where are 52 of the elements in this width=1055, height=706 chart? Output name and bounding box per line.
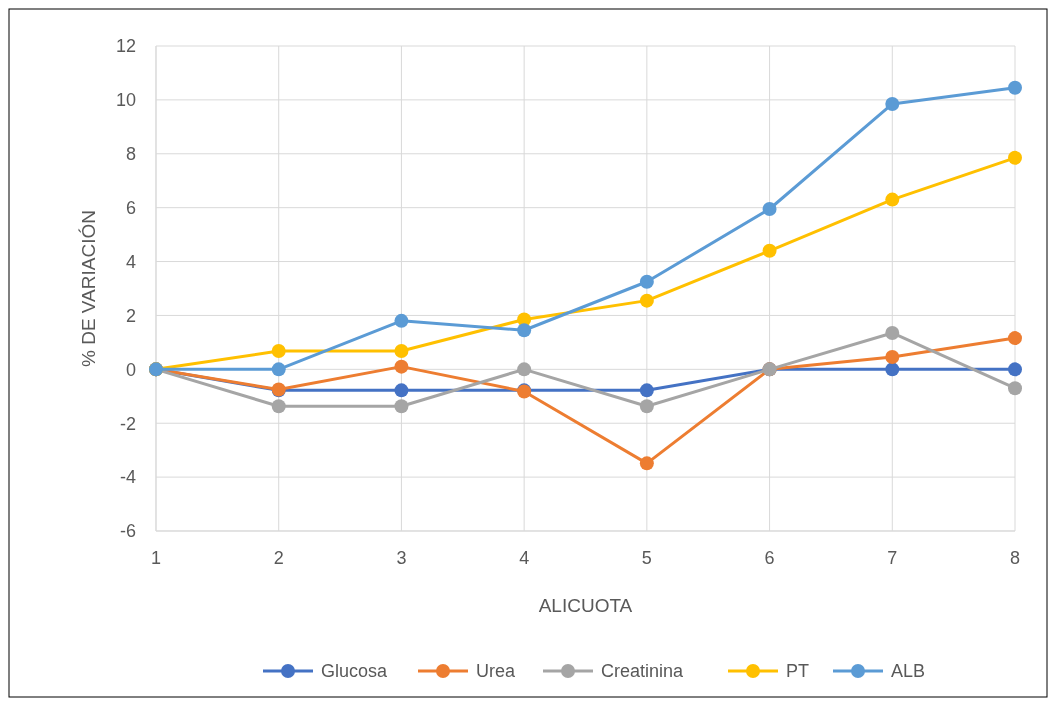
x-tick-label: 6	[764, 548, 775, 568]
y-tick-label: 4	[125, 251, 136, 272]
x-tick-label: 4	[519, 548, 530, 568]
point	[394, 344, 409, 359]
y-tick-label: -2	[119, 413, 136, 434]
legend-label: Creatinina	[601, 661, 685, 682]
x-tick-label: 8	[1009, 548, 1021, 568]
y-axis-title: % DE VARIACIÓN	[78, 210, 99, 367]
point	[885, 325, 900, 340]
point	[394, 383, 409, 398]
point	[885, 362, 900, 377]
y-tick-label: 8	[125, 144, 136, 165]
x-axis-title: ALICUOTA	[538, 595, 633, 616]
point	[639, 293, 654, 308]
legend-label: Glucosa	[321, 661, 389, 682]
legend-label: ALB	[891, 661, 926, 682]
legend-label: Urea	[476, 661, 516, 682]
point	[1008, 80, 1022, 95]
point	[1008, 381, 1022, 396]
y-tick-label: 0	[125, 359, 136, 380]
point	[885, 96, 900, 111]
y-tick-label: 12	[115, 36, 136, 57]
x-tick-label: 5	[641, 548, 652, 568]
point	[271, 344, 286, 359]
point	[1008, 362, 1022, 377]
point	[394, 359, 409, 374]
point	[271, 362, 286, 377]
point	[762, 243, 777, 258]
point	[639, 399, 654, 414]
point	[1008, 150, 1022, 165]
x-tick-label: 1	[150, 548, 162, 568]
point	[639, 383, 654, 398]
point	[762, 202, 777, 217]
x-tick-label: 2	[273, 548, 284, 568]
y-tick-label: 6	[125, 197, 136, 218]
x-tick-label: 7	[887, 548, 898, 568]
point	[885, 349, 900, 364]
y-tick-label: -4	[119, 467, 136, 488]
point	[271, 399, 286, 414]
point	[517, 362, 532, 377]
y-tick-label: -6	[119, 521, 136, 542]
point	[394, 399, 409, 414]
y-tick-label: 2	[125, 305, 136, 326]
point	[639, 274, 654, 289]
point	[885, 192, 900, 207]
legend-label: PT	[786, 661, 810, 682]
x-tick-label: 3	[396, 548, 407, 568]
point	[639, 456, 654, 471]
point	[394, 313, 409, 328]
y-tick-label: 10	[115, 90, 136, 111]
point	[1008, 331, 1022, 346]
point	[517, 323, 532, 338]
